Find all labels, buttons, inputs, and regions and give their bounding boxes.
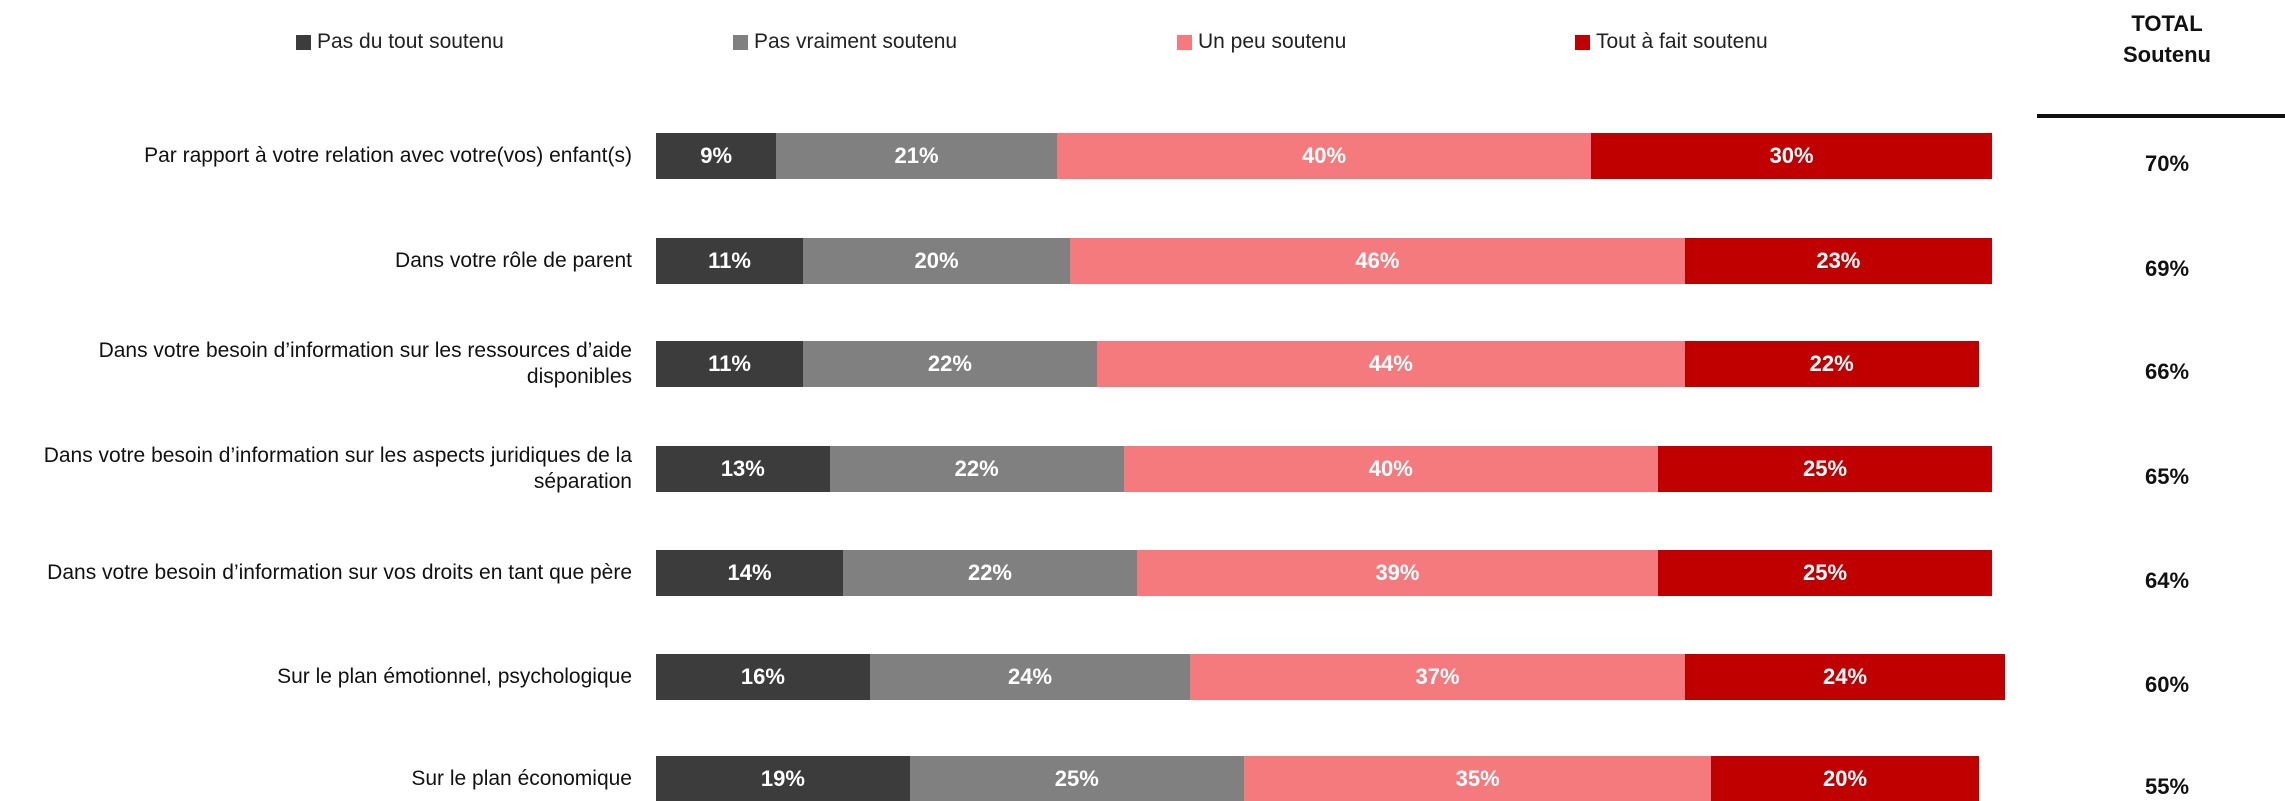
total-title: TOTAL Soutenu: [2123, 11, 2211, 67]
category-label: Par rapport à votre relation avec votre(…: [144, 144, 632, 167]
legend-label: Pas vraiment soutenu: [754, 30, 958, 53]
category-label: Sur le plan économique: [411, 767, 632, 790]
bar-segment: 22%: [802, 341, 1097, 387]
category-label: Dans votre rôle de parent: [395, 249, 632, 272]
bar-segment: 22%: [829, 446, 1124, 492]
total-value: 64%: [2144, 568, 2190, 593]
bar-segment: 19%: [656, 756, 910, 801]
legend-swatch: [733, 34, 748, 50]
bar-segment: 11%: [656, 238, 803, 284]
legend-item: Tout à fait soutenu: [1575, 27, 1768, 57]
total-value: 70%: [2144, 151, 2190, 176]
data-label: 22%: [1809, 351, 1854, 376]
data-label: 16%: [740, 664, 785, 689]
bar-segment: 30%: [1591, 133, 1992, 179]
bar-segment: 13%: [656, 446, 830, 492]
category-label: Dans votre besoin d’information sur les …: [43, 444, 632, 493]
data-label: 11%: [708, 248, 751, 273]
legend-swatch: [1575, 34, 1590, 50]
data-label: 21%: [894, 143, 939, 168]
total-value: 65%: [2144, 464, 2190, 489]
data-label: 20%: [914, 248, 959, 273]
bar-segment: 44%: [1096, 341, 1685, 387]
bar-segment: 20%: [1711, 756, 1979, 801]
data-label: 9%: [700, 143, 733, 168]
legend-swatch: [1177, 34, 1192, 50]
bar-segment: 14%: [656, 550, 844, 596]
bar-segment: 25%: [909, 756, 1244, 801]
data-label: 23%: [1816, 248, 1861, 273]
bar-segment: 22%: [843, 550, 1137, 596]
data-label: 20%: [1823, 766, 1868, 791]
category-label: Dans votre besoin d’information sur les …: [98, 339, 632, 388]
data-label: 46%: [1355, 248, 1400, 273]
data-label: 25%: [1802, 456, 1848, 481]
legend-label: Un peu soutenu: [1198, 30, 1347, 53]
data-label: 30%: [1769, 143, 1814, 168]
bar-segment: 25%: [1658, 446, 1992, 492]
category-label: Dans votre besoin d’information sur vos …: [47, 561, 632, 584]
data-label: 37%: [1415, 664, 1460, 689]
data-label: 39%: [1375, 560, 1420, 585]
data-label: 14%: [727, 560, 772, 585]
data-label: 24%: [1008, 664, 1053, 689]
total-value: 55%: [2144, 774, 2190, 799]
legend-swatch: [296, 34, 311, 50]
bar-segment: 25%: [1658, 550, 1992, 596]
bar-segment: 37%: [1190, 654, 1685, 700]
data-label: 25%: [1054, 766, 1099, 791]
data-label: 19%: [760, 766, 805, 791]
total-value: 69%: [2144, 256, 2190, 281]
data-label: 40%: [1368, 456, 1413, 481]
bar-segment: 16%: [656, 654, 870, 700]
bar-segment: 20%: [802, 238, 1071, 284]
bar-segment: 21%: [776, 133, 1057, 179]
data-label: 22%: [967, 560, 1012, 585]
data-label: 22%: [954, 456, 999, 481]
data-label: 11%: [708, 351, 751, 376]
legend-item: Pas du tout soutenu: [296, 27, 504, 57]
data-label: 22%: [927, 351, 972, 376]
bar-segment: 40%: [1123, 446, 1658, 492]
bar-segment: 11%: [656, 341, 803, 387]
total-value: 60%: [2144, 672, 2190, 697]
bar-segment: 40%: [1056, 133, 1592, 179]
data-label: 13%: [720, 456, 765, 481]
bar-segment: 39%: [1136, 550, 1658, 596]
data-label: 40%: [1301, 143, 1347, 168]
bar-segment: 9%: [656, 133, 777, 179]
data-label: 44%: [1368, 351, 1413, 376]
header-rule: [2037, 114, 2285, 118]
data-label: 25%: [1802, 560, 1848, 585]
legend-item: Pas vraiment soutenu: [733, 27, 957, 57]
data-label: 35%: [1455, 766, 1500, 791]
legend-label: Tout à fait soutenu: [1596, 30, 1768, 53]
legend-label: Pas du tout soutenu: [317, 30, 504, 53]
category-label: Sur le plan émotionnel, psychologique: [277, 665, 632, 688]
legend-item: Un peu soutenu: [1177, 27, 1346, 57]
bar-segment: 24%: [869, 654, 1191, 700]
data-label: 24%: [1823, 664, 1868, 689]
bar-segment: 23%: [1684, 238, 1992, 284]
bar-segment: 22%: [1684, 341, 1979, 387]
bar-segment: 46%: [1070, 238, 1685, 284]
total-value: 66%: [2144, 359, 2190, 384]
bar-segment: 24%: [1684, 654, 2006, 700]
bar-segment: 35%: [1243, 756, 1712, 801]
